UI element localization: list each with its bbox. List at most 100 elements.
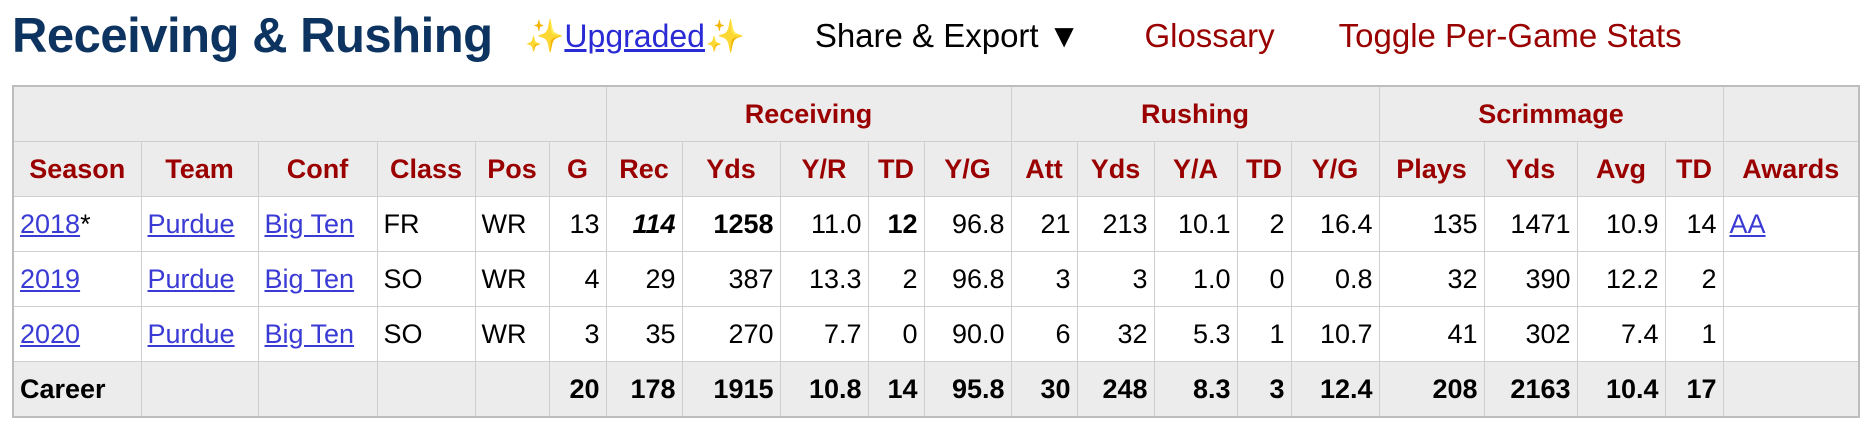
cell-value: 32 xyxy=(1447,263,1478,294)
cell-value: 0 xyxy=(1269,263,1285,294)
stat-cell xyxy=(1722,306,1860,362)
stat-cell: 2018* xyxy=(12,196,142,252)
stat-cell: 7.7 xyxy=(779,306,869,362)
cell-value: 35 xyxy=(645,318,676,349)
group-header-blank xyxy=(12,85,607,142)
cell-value: 41 xyxy=(1447,318,1478,349)
cell-value: 0.8 xyxy=(1334,263,1373,294)
cell-link[interactable]: AA xyxy=(1729,208,1766,239)
stat-cell: 41 xyxy=(1378,306,1485,362)
empty-cell xyxy=(1722,361,1860,418)
share-export-menu[interactable]: Share & Export ▼ xyxy=(814,17,1081,54)
cell-link[interactable]: Big Ten xyxy=(264,263,355,294)
stat-cell: 35 xyxy=(605,306,683,362)
stat-cell xyxy=(1722,251,1860,307)
column-header: Class xyxy=(376,141,476,197)
column-header: Y/A xyxy=(1153,141,1238,197)
stat-cell: SO xyxy=(376,306,476,362)
glossary-link[interactable]: Glossary xyxy=(1144,17,1275,54)
cell-value: 2 xyxy=(1269,208,1285,239)
cell-link[interactable]: Purdue xyxy=(147,318,235,349)
cell-value: 3 xyxy=(1132,263,1148,294)
cell-link[interactable]: 2020 xyxy=(20,318,81,349)
cell-value: 11.0 xyxy=(810,208,862,239)
cell-value: 3 xyxy=(584,318,600,349)
cell-link[interactable]: 2018 xyxy=(20,208,81,239)
cell-value: 12.2 xyxy=(1605,263,1659,294)
stat-cell: 1258 xyxy=(681,196,781,252)
cell-value: 12 xyxy=(887,208,918,239)
stat-cell: 90.0 xyxy=(923,306,1012,362)
stat-cell: 1471 xyxy=(1483,196,1578,252)
cell-value: 2 xyxy=(1701,263,1717,294)
group-header: Receiving xyxy=(605,85,1012,142)
career-value: 17 xyxy=(1664,361,1724,418)
stat-cell: 14 xyxy=(1664,196,1724,252)
cell-value: 32 xyxy=(1117,318,1148,349)
stat-cell: 10.9 xyxy=(1576,196,1666,252)
stat-cell: 96.8 xyxy=(923,196,1012,252)
section-title: Receiving & Rushing xyxy=(12,9,493,63)
stat-cell: AA xyxy=(1722,196,1860,252)
cell-link[interactable]: Big Ten xyxy=(264,208,355,239)
cell-value: 10.9 xyxy=(1605,208,1659,239)
cell-value: 390 xyxy=(1525,263,1571,294)
cell-link[interactable]: Big Ten xyxy=(264,318,355,349)
cell-link[interactable]: 2019 xyxy=(20,263,81,294)
cell-value: 7.7 xyxy=(823,318,862,349)
cell-value: 13.3 xyxy=(808,263,862,294)
stat-cell: 3 xyxy=(1076,251,1155,307)
cell-value: 1 xyxy=(1701,318,1717,349)
empty-cell xyxy=(376,361,476,418)
stat-cell: 0.8 xyxy=(1290,251,1380,307)
cell-value: WR xyxy=(481,318,527,349)
cell-value: 96.8 xyxy=(951,263,1005,294)
cell-value: 4 xyxy=(584,263,600,294)
section-header: Receiving & Rushing ✨Upgraded✨ Share & E… xyxy=(0,0,1868,72)
cell-value: 7.4 xyxy=(1620,318,1659,349)
column-header: Att xyxy=(1010,141,1078,197)
empty-cell xyxy=(474,361,550,418)
stat-cell: Big Ten xyxy=(257,196,378,252)
stat-cell: 302 xyxy=(1483,306,1578,362)
stat-cell: Purdue xyxy=(140,196,259,252)
stat-cell: Purdue xyxy=(140,306,259,362)
cell-value: 21 xyxy=(1040,208,1071,239)
column-header: Awards xyxy=(1722,141,1860,197)
upgraded-link[interactable]: Upgraded xyxy=(564,18,705,54)
career-value: 95.8 xyxy=(923,361,1012,418)
cell-link[interactable]: Purdue xyxy=(147,208,235,239)
cell-value: 1.0 xyxy=(1192,263,1231,294)
stat-cell: WR xyxy=(474,196,550,252)
cell-value: 135 xyxy=(1432,208,1478,239)
career-value: 10.8 xyxy=(779,361,869,418)
cell-value: 14 xyxy=(1686,208,1717,239)
column-header: Yds xyxy=(1483,141,1578,197)
column-header: G xyxy=(548,141,607,197)
career-value: 208 xyxy=(1378,361,1485,418)
sparkle: ✨ xyxy=(704,18,745,54)
cell-value: 6 xyxy=(1055,318,1071,349)
stat-cell: 0 xyxy=(1236,251,1292,307)
cell-value: 1 xyxy=(1269,318,1285,349)
cell-value: 1471 xyxy=(1510,208,1571,239)
stat-cell: 7.4 xyxy=(1576,306,1666,362)
stat-cell: FR xyxy=(376,196,476,252)
stat-cell: 270 xyxy=(681,306,781,362)
cell-value: SO xyxy=(383,318,423,349)
toggle-per-game[interactable]: Toggle Per-Game Stats xyxy=(1338,17,1682,54)
stat-cell: 387 xyxy=(681,251,781,307)
column-header: Conf xyxy=(257,141,378,197)
cell-link[interactable]: Purdue xyxy=(147,263,235,294)
column-header: Season xyxy=(12,141,142,197)
cell-value: 5.3 xyxy=(1192,318,1231,349)
sparkle: ✨ xyxy=(524,18,565,54)
stat-cell: 0 xyxy=(867,306,925,362)
stat-cell: 3 xyxy=(1010,251,1078,307)
stat-cell: 1.0 xyxy=(1153,251,1238,307)
upgraded-badge: ✨Upgraded✨ xyxy=(525,17,745,55)
stat-cell: 3 xyxy=(548,306,607,362)
stats-table: Receiving Rushing Scrimmage Season Team Co… xyxy=(12,85,1860,418)
cell-value: 0 xyxy=(902,318,918,349)
